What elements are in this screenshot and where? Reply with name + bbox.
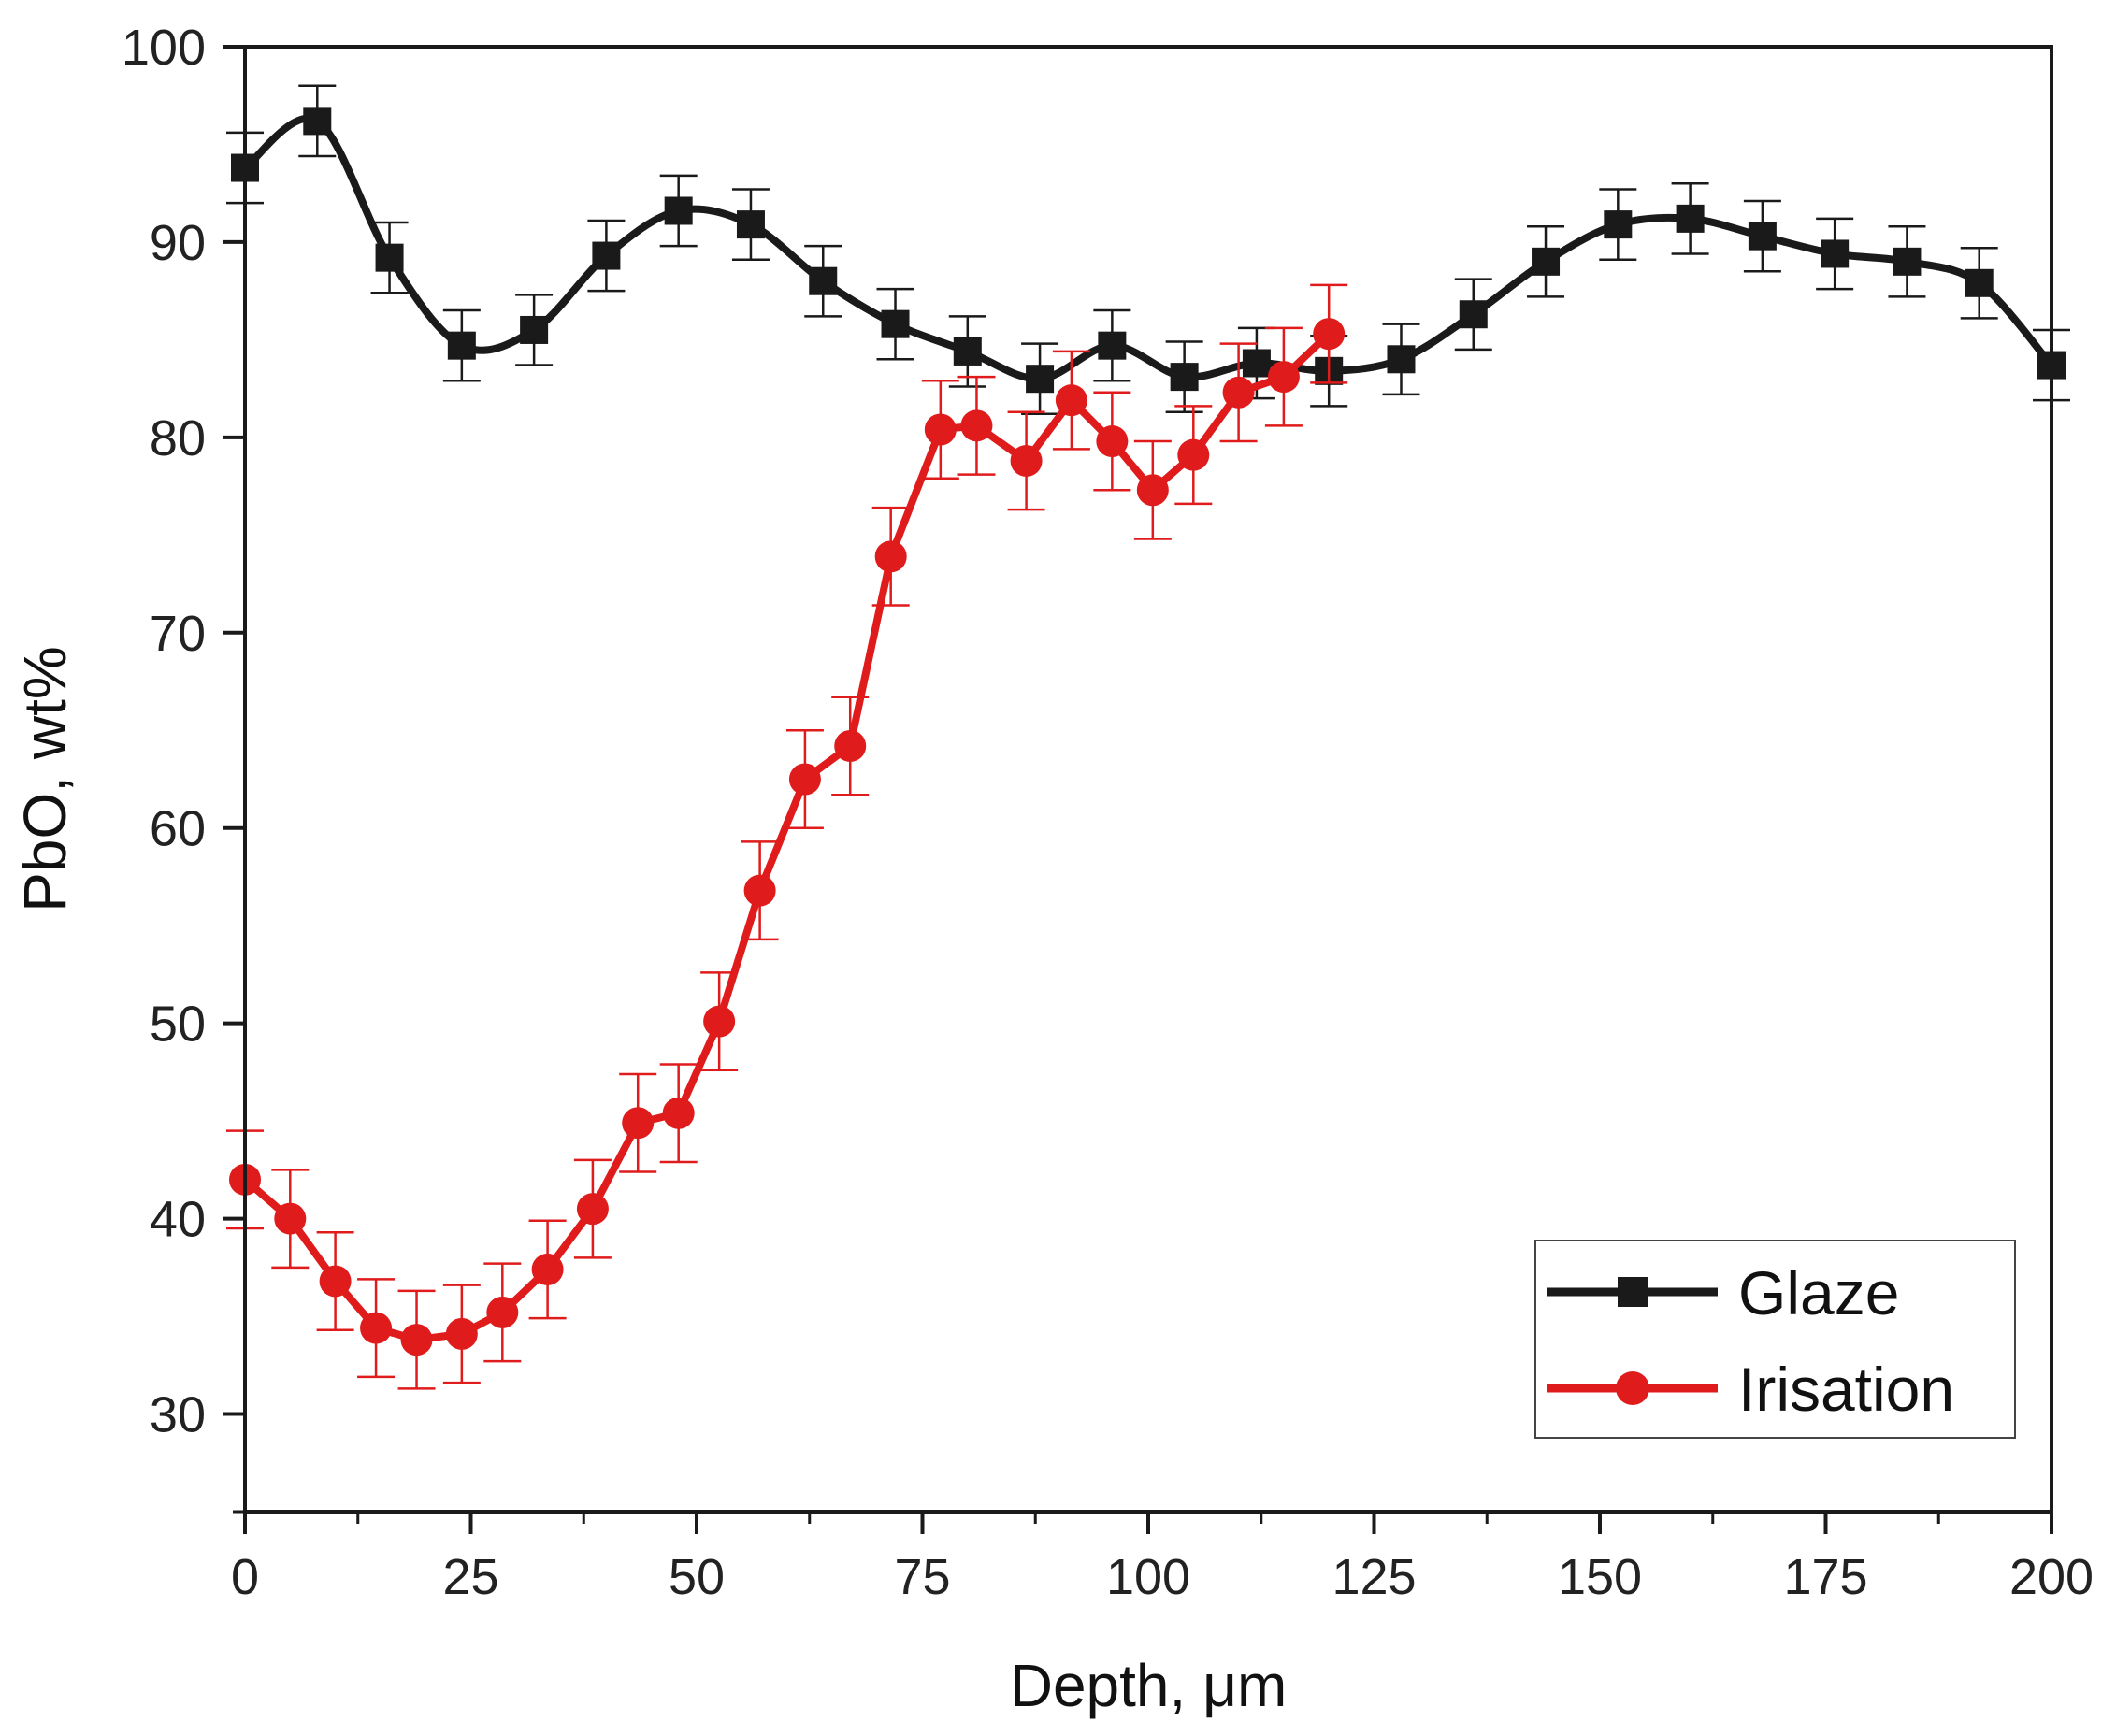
x-tick-label: 50 [669,1549,725,1605]
irisation-point [360,1312,393,1344]
glaze-point [1676,204,1705,233]
glaze-point [736,210,765,239]
glaze-point [1893,247,1922,276]
irisation-point [788,763,821,796]
glaze-point [1387,345,1416,374]
legend-item-irisation: Irisation [1547,1355,1954,1424]
y-tick-label: 80 [150,410,206,466]
glaze-point [447,331,476,360]
y-tick-label: 100 [122,20,206,76]
glaze-point [1026,365,1055,394]
y-tick-label: 60 [150,801,206,857]
legend-item-glaze: Glaze [1547,1258,1899,1327]
axis-ticks: 0 25 50 75 100 125 150 175 200 30 40 50 60 70 80 90 100 [122,20,2094,1605]
legend-square-marker [1618,1277,1648,1307]
irisation-point [274,1202,307,1235]
irisation-point [400,1324,433,1356]
legend: Glaze Irisation [1534,1240,2016,1439]
irisation-point [834,729,867,762]
y-tick-label: 90 [150,215,206,271]
irisation-point [874,540,907,573]
x-tick-label: 100 [1106,1549,1190,1605]
glaze-point [1242,349,1271,378]
x-tick-label: 200 [2009,1549,2094,1605]
y-axis-title: PbO, wt% [11,646,79,912]
series-irisation [226,283,1348,1390]
glaze-point [809,266,838,295]
legend-label: Irisation [1738,1355,1954,1424]
irisation-point [662,1097,695,1129]
glaze-point [592,241,621,270]
x-tick-label: 150 [1558,1549,1642,1605]
glaze-point [953,337,982,366]
legend-box [1534,1240,2016,1439]
irisation-point [1222,376,1255,409]
irisation-point [960,409,993,442]
series-glaze [226,84,2070,416]
x-tick-label: 125 [1332,1549,1416,1605]
glaze-point [520,315,549,344]
glaze-point [303,107,332,136]
glaze-line [241,114,2055,383]
glaze-point [1821,239,1850,268]
irisation-point [486,1296,519,1328]
glaze-point [664,196,693,225]
y-tick-label: 40 [150,1192,206,1248]
y-tick-label: 50 [150,997,206,1053]
y-tick-label: 30 [150,1387,206,1443]
legend-circle-marker [1616,1371,1649,1405]
x-tick-label: 25 [442,1549,498,1605]
glaze-point [1170,363,1199,392]
irisation-point [445,1317,478,1350]
glaze-point [375,243,404,272]
irisation-point [703,1005,736,1038]
irisation-point [924,413,957,446]
irisation-point [1096,425,1129,458]
glaze-point [1965,268,1994,297]
x-axis-title: Depth, μm [1010,1652,1288,1719]
glaze-point [1532,247,1561,276]
y-tick-label: 70 [150,606,206,662]
series-layer [226,84,2070,1390]
x-tick-label: 75 [894,1549,950,1605]
glaze-point [1098,331,1127,360]
irisation-point [743,874,776,907]
irisation-point [1055,384,1087,417]
glaze-point [1459,300,1488,329]
irisation-point [576,1193,609,1226]
x-tick-label: 0 [231,1549,259,1605]
legend-label: Glaze [1738,1258,1899,1327]
glaze-point [881,309,910,338]
glaze-point [1748,222,1777,251]
glaze-point [1604,210,1633,239]
irisation-point [1136,474,1169,507]
irisation-point [1313,318,1346,351]
x-tick-label: 175 [1783,1549,1867,1605]
irisation-point [1177,438,1210,471]
irisation-point [319,1265,352,1298]
irisation-point [531,1253,564,1285]
irisation-point [1267,361,1300,394]
irisation-point [1010,444,1043,477]
irisation-point [622,1107,655,1140]
